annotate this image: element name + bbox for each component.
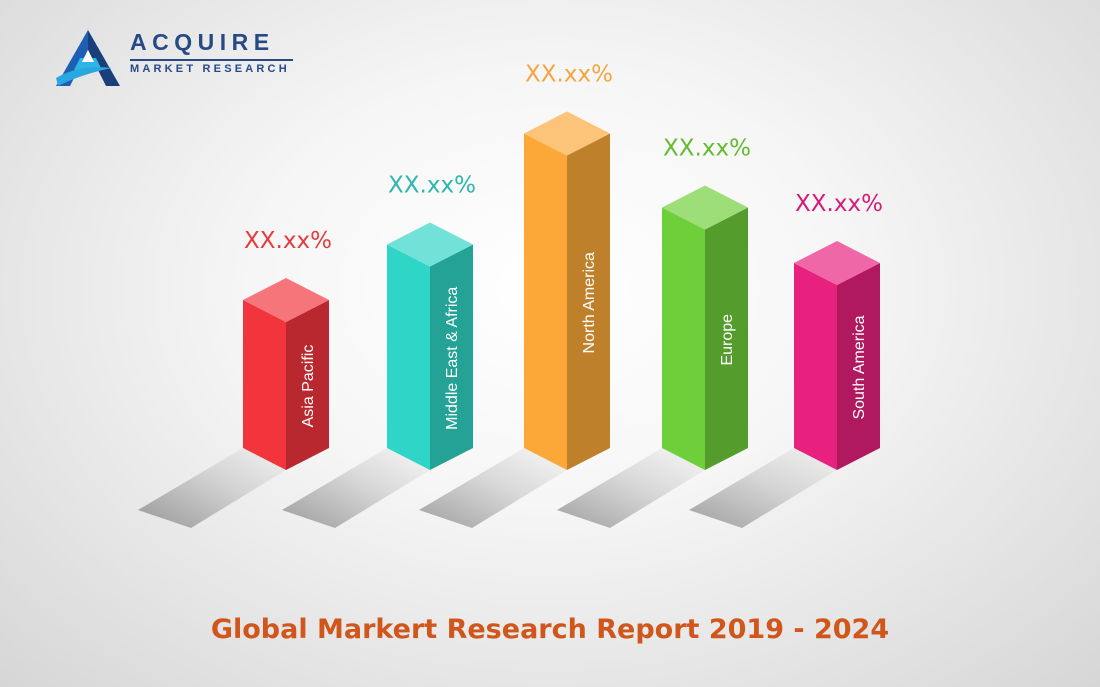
value-labels-group: XX.xx% XX.xx% XX.xx% XX.xx% XX.xx% [244,62,883,255]
bars-group: Asia Pacific Middle East & Africa North Am… [243,111,880,470]
category-label-asia-pacific: Asia Pacific [300,345,317,428]
value-label-europe: XX.xx% [663,136,751,162]
bar-side-face [837,263,880,470]
category-label-south-america: South America [851,315,868,419]
bar-front-face [794,263,837,470]
bar-top-face [794,241,880,285]
category-label-europe: Europe [719,314,736,366]
report-title: Global Markert Research Report 2019 - 20… [210,614,890,645]
bar-shadow-asia-pacific [138,448,286,528]
value-label-asia-pacific: XX.xx% [244,228,332,254]
bar-top-face [524,111,610,156]
bar-top-face [243,278,329,322]
category-label-north-america: North America [581,252,598,353]
bar-shadow-europe [557,448,705,528]
bar-top-face [387,222,473,267]
bar-front-face [524,133,567,470]
value-label-north-america: XX.xx% [525,62,613,88]
bar-top-face [662,185,748,230]
bar-north-america: North America [524,111,610,470]
brand-name: ACQUIRE [130,29,275,55]
bar-shadow-south-america [689,448,837,528]
bar-middle-east-africa: Middle East & Africa [387,222,473,470]
value-label-south-america: XX.xx% [795,191,883,217]
bar-shadow-middle-east-africa [282,448,430,528]
bar-side-face [430,244,473,470]
logo-mark-icon [56,30,120,86]
bar-front-face [662,207,705,470]
bar-shadows [138,448,837,528]
brand-divider [130,59,293,61]
bar-europe: Europe [662,185,748,470]
acquire-logo: ACQUIRE MARKET RESEARCH [50,28,300,90]
bar-side-face [705,207,748,470]
bar-front-face [387,244,430,470]
category-label-middle-east-africa: Middle East & Africa [444,287,461,430]
value-label-middle-east-africa: XX.xx% [388,173,476,199]
bar-side-face [567,133,610,470]
bar-shadow-north-america [419,448,567,528]
bar-asia-pacific: Asia Pacific [243,278,329,470]
bar-front-face [243,300,286,470]
brand-tagline: MARKET RESEARCH [130,63,290,75]
bar-south-america: South America [794,241,880,470]
bar-side-face [286,300,329,470]
